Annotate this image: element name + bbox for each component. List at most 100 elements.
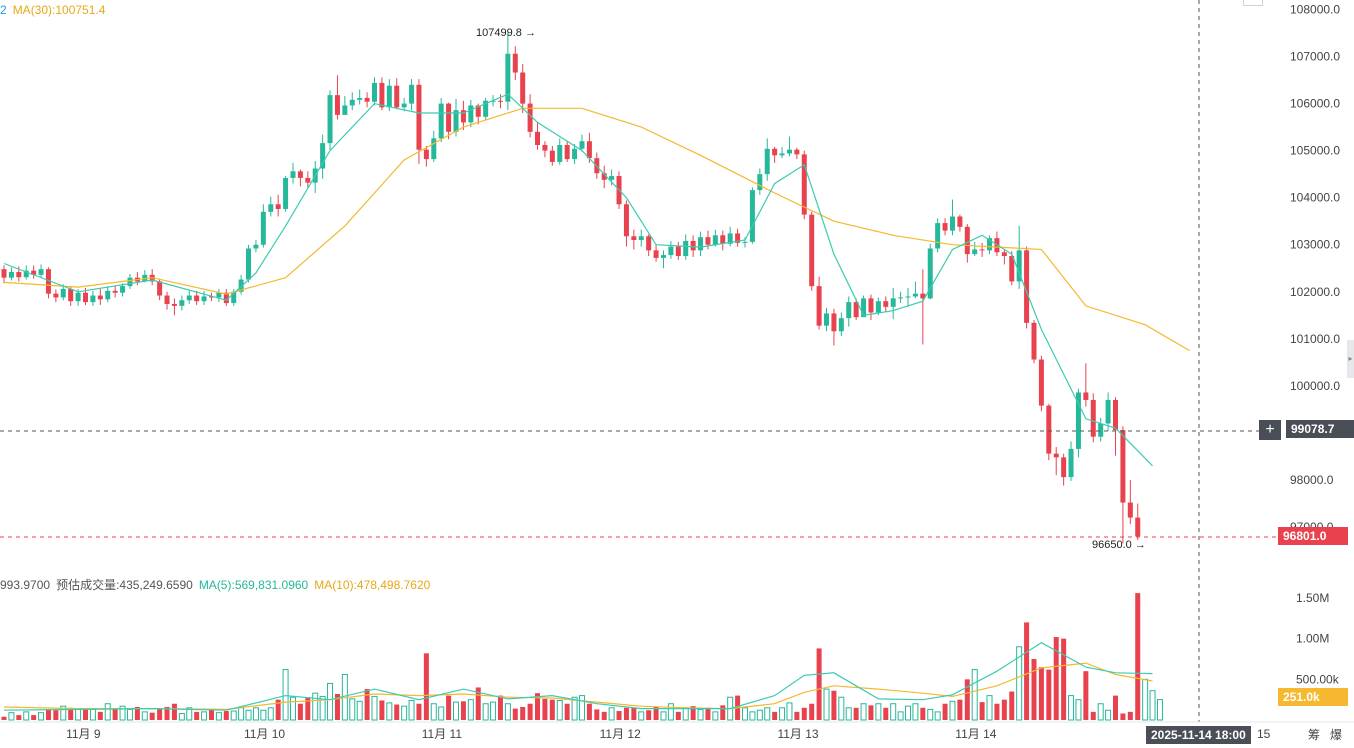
candle-body [45,269,51,294]
volume-bar [646,710,652,720]
candle-body [838,318,844,332]
candle-body [1016,250,1022,282]
candle-body [816,286,822,326]
candle-body [853,302,859,318]
candle-body [194,295,200,302]
candle-body [861,298,867,318]
candle-body [157,281,163,296]
chip-button[interactable]: 筹 [1308,728,1321,742]
volume-bar [831,690,837,720]
volume-bar [104,703,111,721]
volume-bar [119,705,126,721]
volume-bar [23,711,30,721]
volume-bar [690,706,696,720]
candle-body [1046,405,1052,454]
add-alert-button[interactable]: + [1259,420,1281,440]
candle-body [127,277,133,287]
volume-bar [252,707,259,721]
volume-bar [868,705,874,720]
candle-body [683,240,689,257]
candle-body [949,216,955,231]
volume-bar [356,700,363,721]
candle-body [238,279,244,292]
volume-bar [319,695,326,721]
volume-bar [845,707,852,721]
volume-bar [1075,699,1082,721]
liquidation-button[interactable]: 爆 [1330,728,1343,742]
candle-body [905,296,911,298]
crosshair-time-tag: 2025-11-14 18:00 [1146,726,1251,744]
candles-layer [1,33,1141,544]
candle-body [549,150,555,162]
price-axis: 108000.0 107000.0 106000.0 105000.0 104000.0… [1290,3,1340,687]
volume-bar [1038,667,1044,720]
volume-bar [8,712,15,721]
volume-bar [1097,703,1104,721]
volume-bar [305,697,311,720]
volume-bar [408,699,415,721]
candle-body [1120,430,1126,503]
candle-body [16,272,22,278]
volume-bar [979,702,985,720]
volume-bar [860,703,867,721]
candle-body [809,214,815,287]
candle-body [868,298,874,313]
volume-bar [386,702,393,721]
volume-bar [1031,659,1037,720]
volume-bar [927,708,934,721]
volume-bar [149,712,155,720]
volume-bar [809,703,815,720]
volume-bar [475,687,481,720]
volume-bar [215,712,222,721]
price-tick-label: 104000.0 [1290,191,1340,205]
volume-bar [453,701,460,721]
candle-body [23,270,29,278]
candle-body [320,143,326,169]
volume-bar [512,708,518,720]
candle-body [1105,399,1111,424]
volume-bar [816,648,822,720]
volume-bar [1016,646,1023,721]
candle-body [75,292,81,302]
volume-bar [223,711,229,720]
candle-body [579,141,585,149]
volume-bar [394,704,400,720]
volume-bar [68,707,74,720]
candle-body [794,149,800,155]
candle-body [883,301,889,307]
candle-body [334,95,340,115]
candle-body [268,204,274,212]
candle-body [357,97,363,100]
candle-body [1,269,7,278]
candle-body [920,293,926,299]
volume-value: 993.9700 [0,578,51,592]
candle-body [246,248,252,280]
candle-body [705,237,711,245]
last-volume-tag: 251.0k [1278,688,1348,706]
volume-bar [238,707,245,721]
volume-bar [334,693,340,720]
candle-body [1090,399,1096,437]
volume-bar [1083,671,1089,720]
volume-bar [772,711,778,720]
candle-body [898,297,904,299]
candle-body [586,141,592,159]
volume-bar [660,711,667,721]
volume-bar [1127,711,1133,720]
volume-bar [994,703,1000,720]
candle-body [875,301,881,313]
candle-body [749,190,755,242]
candle-body [305,177,311,183]
candle-body [1098,423,1104,437]
top-toolbar-box[interactable] [1243,0,1263,6]
candle-body [527,103,533,132]
side-panel-handle[interactable]: ▸ [1347,340,1354,378]
volume-bar [446,695,452,720]
candle-body [957,216,963,227]
volume-bar [297,703,303,720]
candle-body [786,149,792,154]
volume-bar [749,711,756,721]
candle-body [460,110,466,123]
last-price-tag: 96801.0 [1278,527,1348,545]
